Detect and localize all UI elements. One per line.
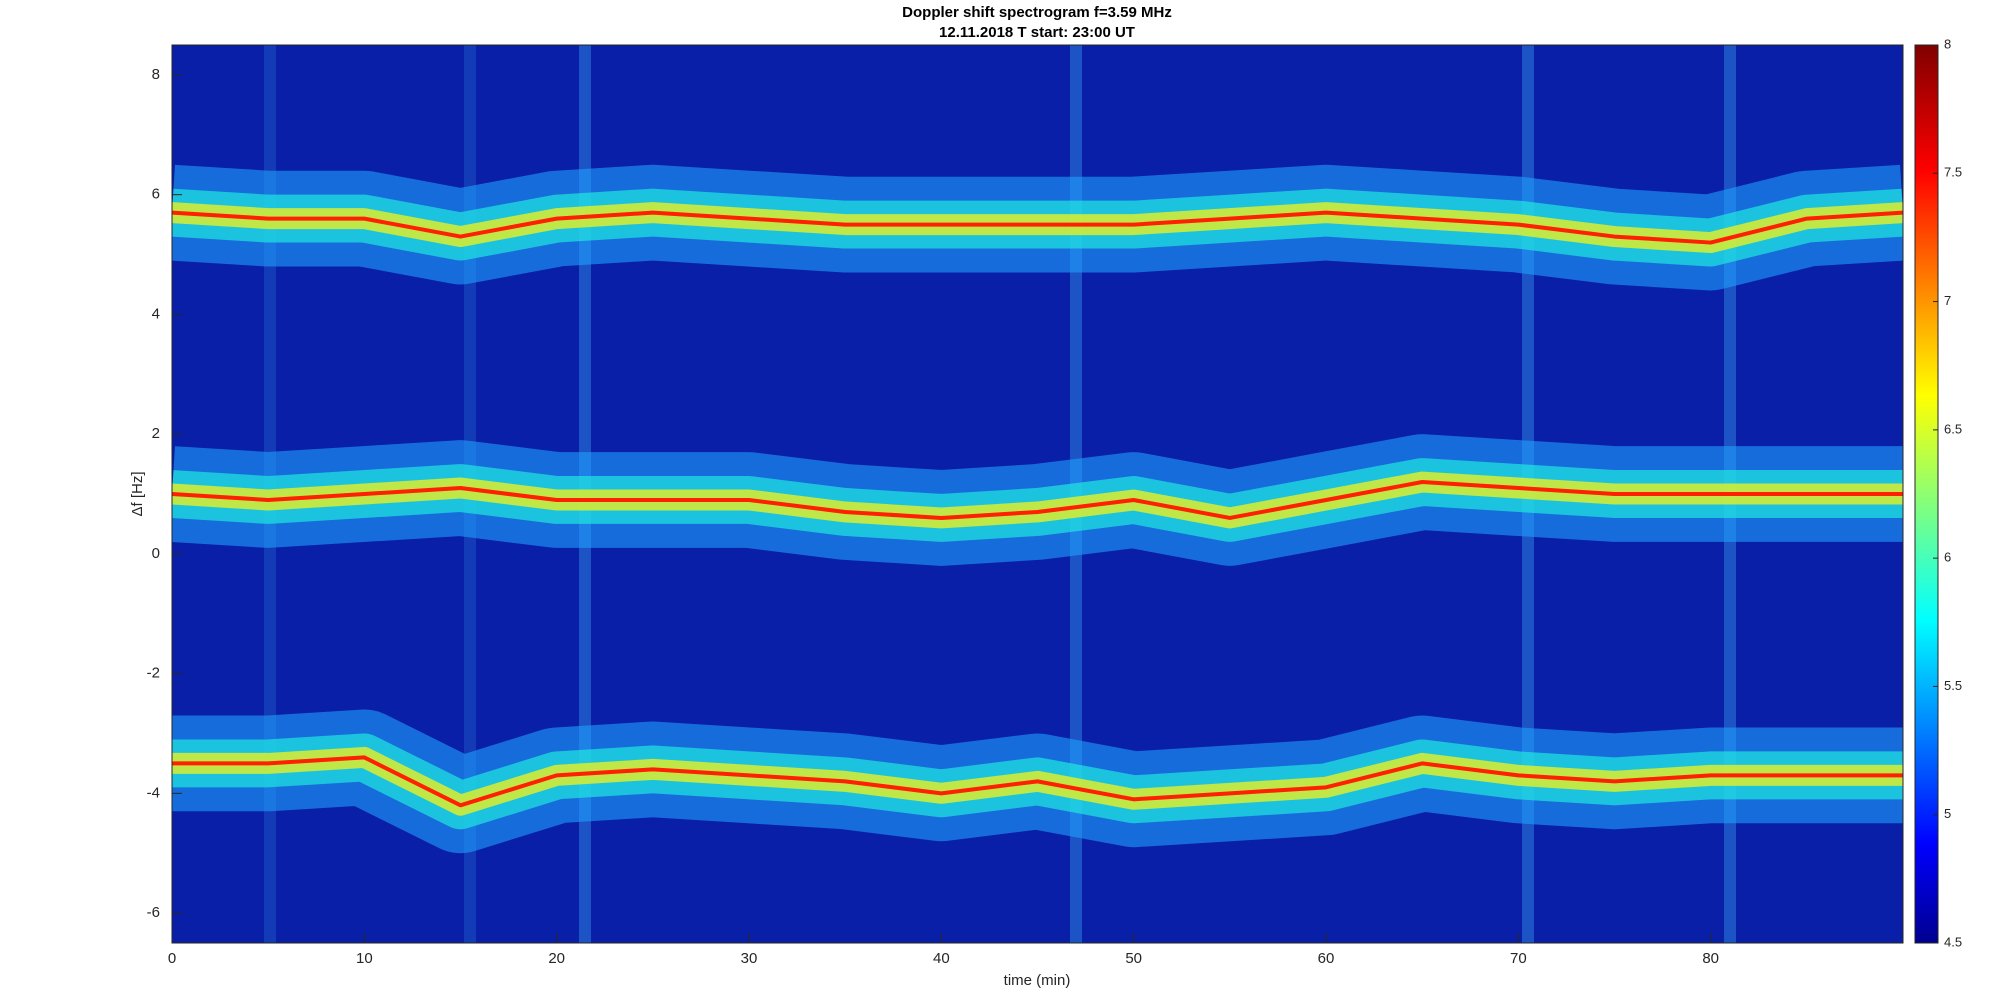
colorbar-tick-label: 5.5 xyxy=(1944,678,1962,693)
y-tick-label: 6 xyxy=(152,186,160,203)
colorbar-tick-label: 6 xyxy=(1944,550,1951,565)
band-trace xyxy=(172,480,1903,520)
x-tick-label: 20 xyxy=(548,950,565,967)
chart-title: Doppler shift spectrogram f=3.59 MHz xyxy=(902,4,1172,21)
x-tick-label: 80 xyxy=(1702,950,1719,967)
colorbar xyxy=(1914,44,1939,944)
plot-area xyxy=(172,45,1903,943)
x-tick-label: 10 xyxy=(356,950,373,967)
y-tick-label: 0 xyxy=(152,545,160,562)
colorbar-tick-label: 8 xyxy=(1944,36,1951,51)
colorbar-tick-label: 5 xyxy=(1944,806,1951,821)
y-tick-label: 4 xyxy=(152,305,160,322)
x-tick-label: 0 xyxy=(168,950,176,967)
x-tick-label: 50 xyxy=(1125,950,1142,967)
colorbar-tick-label: 6.5 xyxy=(1944,421,1962,436)
band-trace xyxy=(172,755,1903,808)
y-tick-label: 8 xyxy=(152,66,160,83)
y-tick-label: 2 xyxy=(152,425,160,442)
x-tick-label: 60 xyxy=(1318,950,1335,967)
x-tick-label: 70 xyxy=(1510,950,1527,967)
x-tick-label: 40 xyxy=(933,950,950,967)
y-tick-label: -4 xyxy=(147,784,160,801)
colorbar-tick-label: 4.5 xyxy=(1944,934,1962,949)
y-axis-label: Δf [Hz] xyxy=(129,471,146,516)
colorbar-tick-label: 7.5 xyxy=(1944,165,1962,180)
y-tick-label: -2 xyxy=(147,665,160,682)
band-trace xyxy=(172,210,1903,245)
axes-frame xyxy=(171,44,1904,944)
chart-subtitle: 12.11.2018 T start: 23:00 UT xyxy=(939,24,1135,41)
colorbar-tick-label: 7 xyxy=(1944,293,1951,308)
y-tick-label: -6 xyxy=(147,904,160,921)
x-tick-label: 30 xyxy=(741,950,758,967)
x-axis-label: time (min) xyxy=(1004,972,1071,989)
